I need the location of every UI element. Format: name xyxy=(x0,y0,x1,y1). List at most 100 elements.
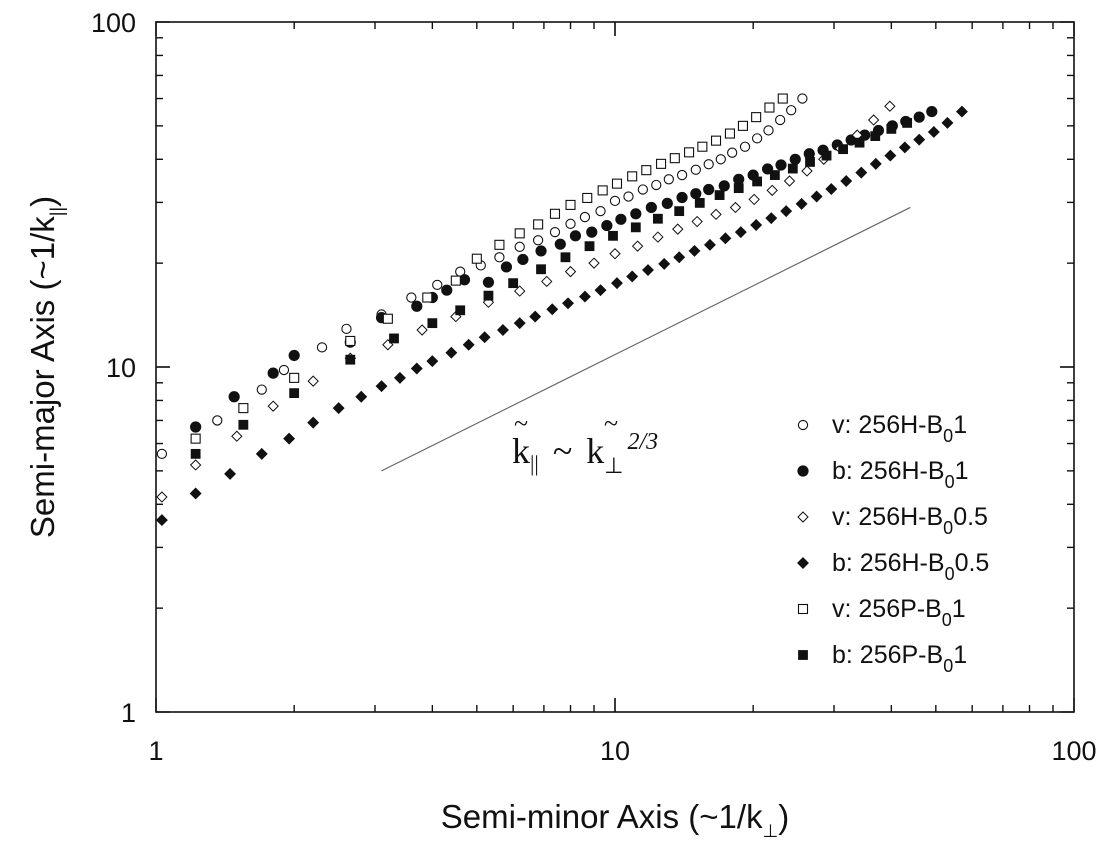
data-point xyxy=(482,276,495,288)
data-point xyxy=(345,354,356,365)
data-point xyxy=(455,305,466,316)
data-point xyxy=(795,197,808,210)
data-point xyxy=(238,419,249,430)
data-point xyxy=(913,133,926,146)
data-point xyxy=(764,102,775,113)
data-point xyxy=(595,205,606,217)
data-point xyxy=(926,105,938,118)
data-point xyxy=(608,230,618,241)
data-point xyxy=(673,251,686,264)
data-point xyxy=(631,240,644,252)
data-point xyxy=(630,208,642,220)
data-point xyxy=(727,147,738,158)
legend-label-subscript: 0 xyxy=(945,472,955,492)
legend-marker xyxy=(797,511,809,523)
data-point xyxy=(641,165,652,176)
data-point xyxy=(445,346,458,359)
data-point xyxy=(432,279,443,291)
data-points xyxy=(155,93,968,527)
data-point xyxy=(715,154,726,165)
data-point xyxy=(533,219,544,230)
legend-label-text: b: 256P-B xyxy=(832,641,943,669)
legend-label-subscript: 0 xyxy=(945,564,955,584)
legend-label: b: 256H-B00.5 xyxy=(832,549,989,584)
data-point xyxy=(766,184,778,197)
legend-item-1: v: 256H-B01 xyxy=(797,411,967,446)
data-point xyxy=(375,380,388,393)
data-point xyxy=(955,105,968,118)
data-point xyxy=(913,111,925,123)
data-point xyxy=(406,292,417,303)
data-point xyxy=(535,245,547,257)
x-tick-label-10: 10 xyxy=(600,736,630,766)
data-point xyxy=(462,338,475,351)
data-point xyxy=(579,211,591,223)
data-point xyxy=(765,212,778,225)
data-point xyxy=(775,159,787,171)
y-tick-label-10: 10 xyxy=(106,353,136,383)
legend-marker xyxy=(797,603,809,615)
data-point xyxy=(411,300,423,312)
data-point xyxy=(718,180,730,192)
data-point xyxy=(307,375,319,387)
data-point xyxy=(389,333,399,344)
legend-label-subscript: 0 xyxy=(943,426,953,446)
data-point xyxy=(514,241,525,252)
series-6 xyxy=(190,117,913,459)
data-point xyxy=(601,219,613,232)
x-axis-title: Semi-minor Axis (~1/k⊥) xyxy=(441,798,790,841)
data-point xyxy=(674,206,685,217)
legend-label-suffix: 1 xyxy=(952,595,966,623)
legend-label-text: v: 256P-B xyxy=(832,595,942,623)
data-point xyxy=(156,491,168,503)
data-point xyxy=(582,192,593,204)
legend-label: v: 256H-B01 xyxy=(832,411,967,446)
data-point xyxy=(748,193,760,206)
data-point xyxy=(690,188,702,200)
annotation-tilde-rhs: ~ xyxy=(604,409,618,438)
data-point xyxy=(694,197,705,208)
data-point xyxy=(427,318,438,329)
data-point xyxy=(307,416,320,429)
legend-label-subscript: 0 xyxy=(942,610,952,630)
legend-label-text: v: 256H-B xyxy=(832,411,943,439)
data-point xyxy=(564,265,577,278)
data-point xyxy=(783,175,796,187)
data-point xyxy=(224,467,237,480)
data-point xyxy=(289,372,300,383)
data-point xyxy=(642,264,654,277)
data-point xyxy=(626,270,639,283)
data-point xyxy=(594,284,607,297)
data-point xyxy=(586,226,598,238)
data-point xyxy=(514,285,526,297)
data-point xyxy=(267,400,279,412)
legend-item-3: v: 256H-B00.5 xyxy=(797,503,988,538)
data-point xyxy=(787,163,798,174)
data-point xyxy=(627,171,638,182)
data-point xyxy=(578,290,591,303)
data-point xyxy=(514,228,525,239)
data-point xyxy=(231,430,243,442)
legend-label: b: 256H-B01 xyxy=(832,457,968,492)
data-point xyxy=(190,448,201,459)
data-point xyxy=(821,150,832,161)
data-point xyxy=(751,112,762,123)
data-point xyxy=(752,176,763,187)
data-point xyxy=(345,335,356,346)
legend-label-subscript: 0 xyxy=(943,656,953,676)
data-point xyxy=(549,226,561,238)
data-point xyxy=(316,342,328,353)
legend-label: v: 256H-B00.5 xyxy=(832,503,988,538)
axis-ticks xyxy=(155,21,1075,713)
data-point xyxy=(569,230,582,242)
legend-label-suffix: 1 xyxy=(953,411,967,439)
data-point xyxy=(382,313,393,324)
data-point xyxy=(611,277,623,290)
legend-item-2: b: 256H-B01 xyxy=(797,457,968,492)
data-point xyxy=(597,185,608,196)
data-point xyxy=(651,179,662,191)
data-point xyxy=(536,264,546,275)
legend-label-suffix: 0.5 xyxy=(955,549,990,577)
